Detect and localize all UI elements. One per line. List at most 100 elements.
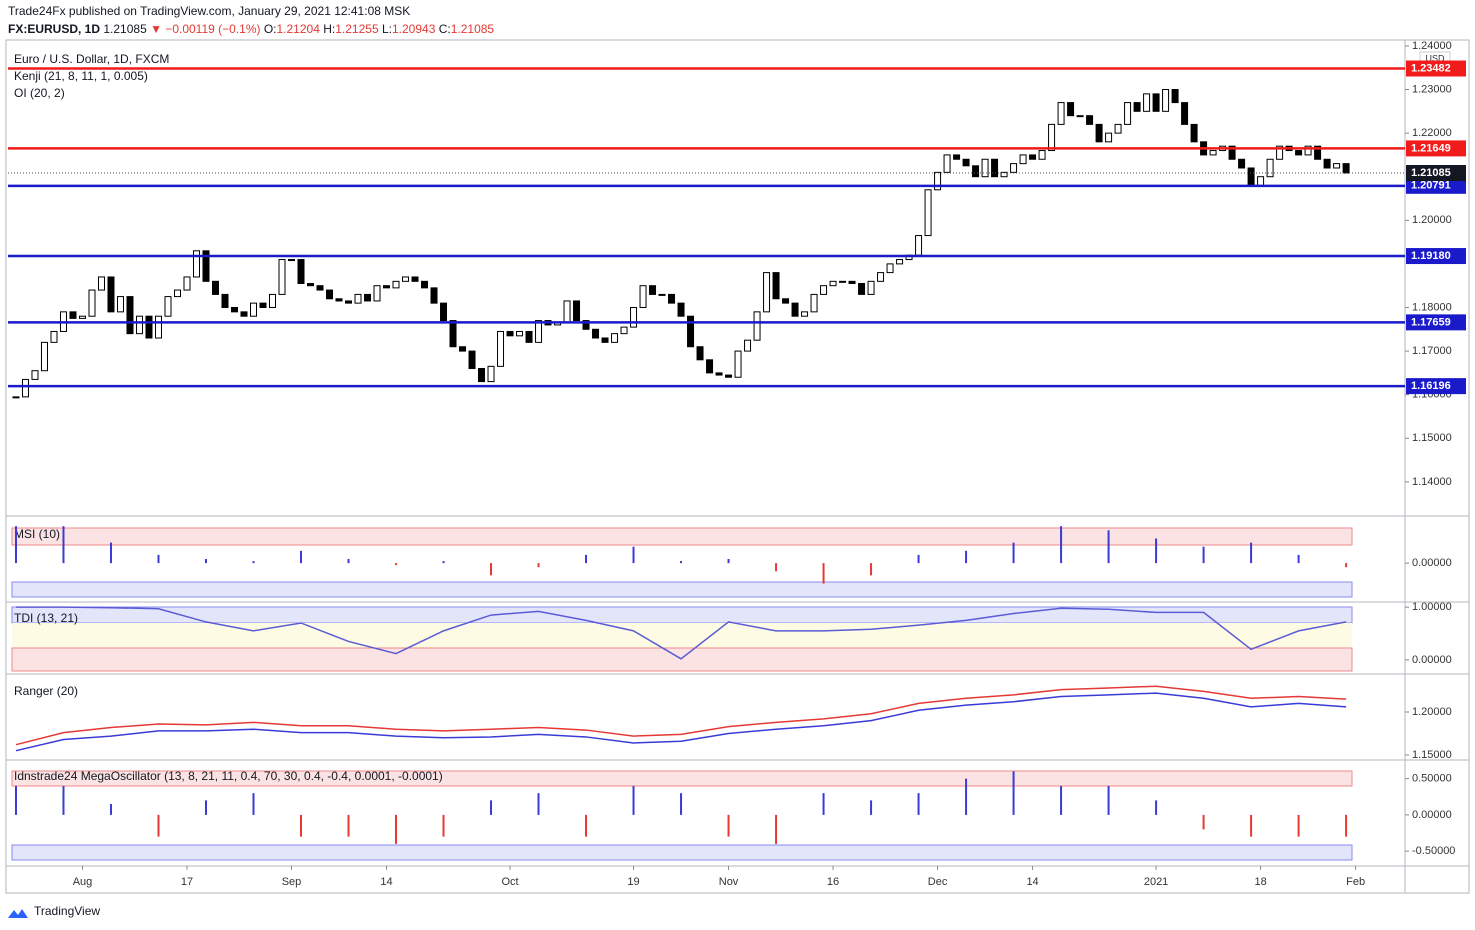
candle [1190,123,1198,143]
candle [240,311,248,317]
histogram-bar [1250,814,1253,837]
candle [715,372,723,376]
level-label: 1.19180 [1411,250,1451,262]
candle [116,296,124,313]
candle [430,287,438,304]
histogram-bar [1060,785,1063,815]
histogram-bar [1012,771,1015,815]
level-label: 1.16196 [1411,380,1451,392]
candle [145,315,153,339]
level-label-box [1406,314,1466,331]
candle [953,154,961,160]
candle [725,374,733,378]
symbol: FX:EURUSD, 1D [8,22,100,36]
candle [1295,150,1303,156]
histogram-bar [252,561,255,564]
candle [250,302,258,317]
candle [335,298,343,302]
candle [326,289,334,300]
histogram-bar [727,814,730,837]
histogram-bar [537,563,540,568]
histogram-bar [1202,814,1205,830]
x-tick-label: 17 [181,876,193,888]
candle [421,280,429,289]
level-label-box [1406,60,1466,77]
histogram-bar [870,800,873,815]
candle [516,330,524,337]
candle [658,293,666,296]
candle [943,154,951,173]
candle [497,330,505,367]
candle [839,280,847,283]
y-tick-label: 1.15000 [1412,432,1452,444]
histogram-bar [1202,546,1205,564]
candle [687,315,695,348]
candle [696,346,704,361]
histogram-bar [204,559,207,564]
x-tick-label: Nov [719,876,739,888]
histogram-bar [300,550,303,564]
candle [297,259,305,285]
candle [21,378,29,398]
candle [1105,132,1113,143]
candle [1162,89,1170,112]
candle [307,283,315,287]
tdi-upper-zone [11,606,1353,624]
histogram-bar [347,814,350,837]
candle [230,306,238,313]
candle [592,328,600,339]
candle [164,296,172,317]
candle [1086,115,1094,125]
x-tick-label: 14 [1026,876,1038,888]
histogram-bar [585,814,588,837]
candle [848,280,856,285]
histogram-bar [14,526,17,564]
candle [459,346,467,352]
candle [50,330,58,343]
candle [706,359,714,374]
candle [288,259,296,262]
candle [316,285,324,291]
change: ▼ −0.00119 (−0.1%) [150,22,260,36]
brand: TradingView [8,904,100,918]
histogram-bar [1297,814,1300,837]
candle [1257,176,1265,186]
histogram-bar [822,793,825,815]
candle [1181,102,1189,125]
msi-lower-zone [11,581,1353,598]
candle [744,339,752,352]
x-tick-label: 19 [627,876,639,888]
brand-logo [8,909,28,918]
candle [154,315,162,339]
candle [1000,171,1008,178]
candle [1304,145,1312,156]
candle [107,276,115,313]
candle [858,283,866,295]
candle [1209,150,1217,156]
candle [202,250,210,282]
candle [1323,158,1331,169]
candle [1095,123,1103,143]
level-label: 1.17659 [1411,316,1451,328]
y-tick-label: 1.24000 [1412,40,1452,52]
candle [791,302,799,317]
histogram-bar [917,793,920,815]
x-tick-label: Dec [928,876,948,888]
candle [1076,115,1084,118]
histogram-bar [585,554,588,564]
histogram-bar [1345,563,1348,568]
candle [1228,145,1236,160]
y-tick-label: 0.00000 [1412,654,1452,666]
candle [525,330,533,343]
ohlc-key: L: [382,22,392,36]
pane-title: MSI (10) [14,527,60,541]
histogram-bar [1012,542,1015,564]
y-tick-label: 0.50000 [1412,773,1452,785]
candle [135,315,143,335]
candle [620,326,628,335]
candle [411,276,419,282]
ohlc-value: 1.21085 [451,22,495,36]
histogram-bar [917,554,920,564]
histogram-bar [252,793,255,815]
